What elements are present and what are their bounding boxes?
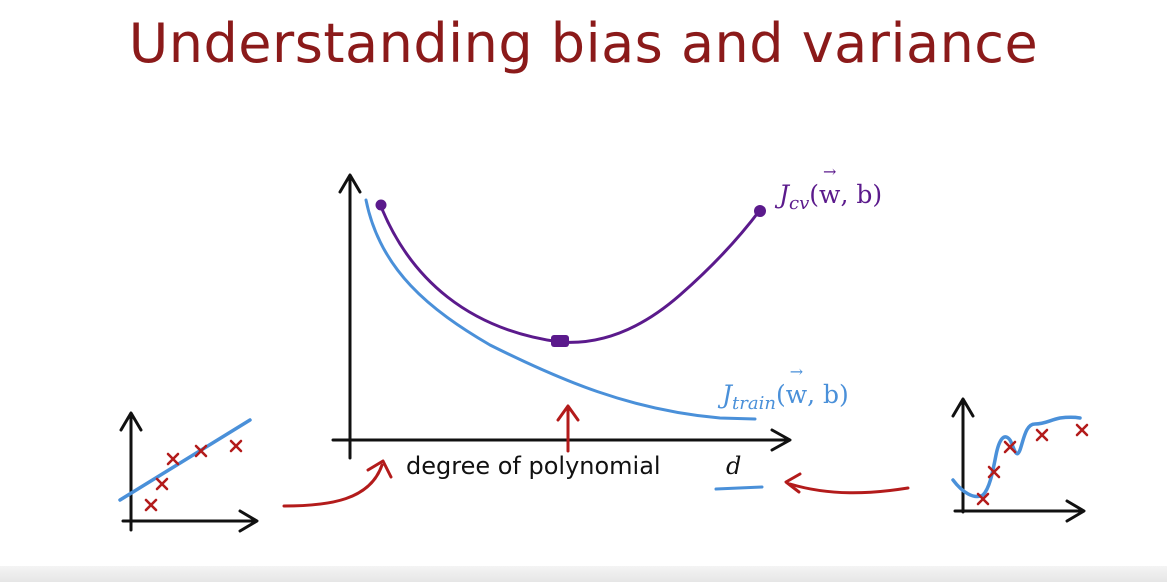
x-axis-variable: d — [726, 452, 742, 480]
data-point-x-icon — [144, 498, 158, 512]
bottom-bar — [0, 566, 1167, 582]
data-point-x-icon — [976, 492, 990, 506]
overfit-plot — [951, 397, 1089, 523]
cv-error-curve — [378, 202, 762, 344]
cv-curve-right-dot — [754, 205, 766, 217]
d-underline — [714, 485, 764, 491]
cv-curve-minimum-marker — [551, 335, 569, 347]
up-arrow-icon — [556, 404, 580, 453]
curved-arrow-icon — [282, 459, 393, 508]
train-error-curve — [364, 198, 757, 421]
x-axis-label: degree of polynomial — [406, 452, 661, 480]
data-point-x-icon — [1035, 428, 1049, 442]
underfit-fit-line — [118, 418, 252, 502]
cv-curve-left-dot — [375, 199, 387, 211]
main-axes — [331, 173, 792, 460]
main-x-axis-arrowhead — [770, 428, 792, 452]
data-point-x-icon — [987, 465, 1001, 479]
slide-title: Understanding bias and variance — [128, 12, 1039, 75]
data-point-x-icon — [155, 477, 169, 491]
curved-arrow-icon — [784, 472, 910, 495]
underfit-plot — [118, 411, 259, 533]
cv-curve-label: Jcv(w, b) — [779, 162, 882, 214]
data-point-x-icon — [229, 439, 243, 453]
data-point-x-icon — [166, 452, 180, 466]
data-point-x-icon — [1075, 423, 1089, 437]
data-point-x-icon — [194, 444, 208, 458]
data-point-x-icon — [1003, 440, 1017, 454]
train-curve-label: Jtrain(w, b) — [722, 362, 849, 414]
overfit-fit-curve — [951, 415, 1082, 499]
main-y-axis-arrowhead — [338, 173, 362, 194]
